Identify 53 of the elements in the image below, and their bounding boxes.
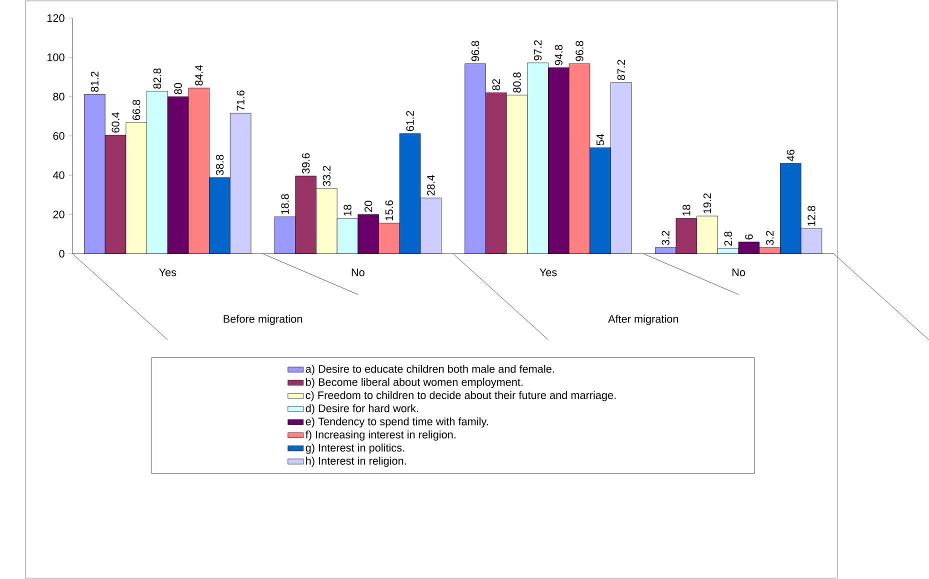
y-tick-label: 100 <box>48 54 64 62</box>
data-label: 97.2 <box>534 40 542 60</box>
y-tick-label: 80 <box>53 92 64 100</box>
data-label: 39.6 <box>302 153 310 174</box>
data-label: 46 <box>786 150 794 162</box>
y-tick-label: 60 <box>53 132 64 140</box>
data-label: 96.8 <box>471 40 480 62</box>
x-tick-label: Yes <box>540 268 557 276</box>
data-label: 61.2 <box>406 110 414 131</box>
data-label: 82 <box>492 79 500 90</box>
data-label: 6 <box>745 234 753 240</box>
data-label: 3.2 <box>766 230 774 246</box>
legend-label: g) Interest in politics. <box>306 444 404 454</box>
x-tick-label: No <box>732 268 746 276</box>
y-tick-label: 20 <box>53 210 64 218</box>
data-label: 80.8 <box>513 72 521 93</box>
legend-label: d) Desire for hard work. <box>306 404 418 414</box>
y-tick-label: 120 <box>48 14 64 22</box>
text: Before migration <box>224 314 302 325</box>
data-label: 3.2 <box>662 230 670 246</box>
legend-label: h) Interest in religion. <box>306 456 406 467</box>
data-label: 33.2 <box>322 166 331 186</box>
text: After migration <box>608 314 678 325</box>
data-label: 38.8 <box>216 154 224 176</box>
data-label: 15.6 <box>385 200 394 220</box>
data-label: 18 <box>344 204 352 216</box>
data-label: 82.8 <box>153 68 162 89</box>
data-label: 66.8 <box>132 100 140 120</box>
data-label: 18.8 <box>281 194 289 214</box>
data-label: 71.6 <box>236 90 244 111</box>
data-label: 19.2 <box>703 193 712 214</box>
data-label: 28.4 <box>427 175 435 196</box>
legend-label: b) Become liberal about women employment. <box>306 378 523 388</box>
legend-label: e) Tendency to spend time with family. <box>306 417 488 428</box>
data-label: 80 <box>174 82 182 94</box>
x-tick-label: Yes <box>159 268 176 276</box>
y-tick-label: 40 <box>52 171 64 180</box>
data-label: 12.8 <box>808 206 816 226</box>
legend-label: a) Desire to educate children both male and female. <box>306 364 554 375</box>
legend-label: c) Freedom to children to decide about their future and marriage. <box>306 391 616 402</box>
data-label: 81.2 <box>90 72 99 92</box>
data-label: 96.8 <box>576 40 584 62</box>
data-label: 54 <box>596 134 604 146</box>
data-label: 84.4 <box>195 65 203 86</box>
data-label: 2.8 <box>724 232 732 246</box>
data-label: 20 <box>364 200 372 212</box>
data-label: 94.8 <box>554 44 562 66</box>
data-label: 87.2 <box>617 60 626 80</box>
y-tick-label: 0 <box>59 250 64 258</box>
data-label: 60.4 <box>112 112 120 133</box>
legend-label: f) Increasing interest in religion. <box>306 430 456 441</box>
x-tick-label: No <box>352 268 364 276</box>
data-label: 18 <box>682 204 690 216</box>
